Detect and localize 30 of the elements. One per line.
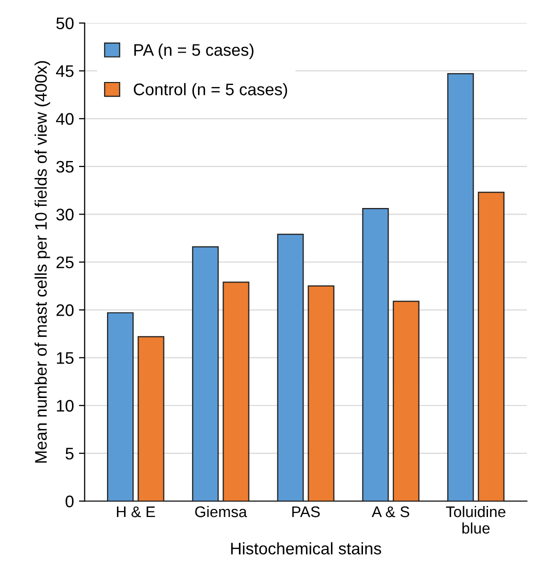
bar (192, 246, 219, 502)
y-tick-label: 15 (56, 352, 74, 364)
x-tick-label: Toluidine blue (446, 506, 506, 534)
y-tick-label: 40 (56, 113, 74, 125)
y-tick-label: 50 (56, 17, 74, 30)
y-tick-label: 25 (56, 256, 74, 268)
y-tick-label: 45 (56, 65, 74, 78)
x-tick-label: Giemsa (195, 506, 248, 518)
x-tick-label: A & S (372, 506, 410, 518)
bar (447, 73, 474, 502)
bar (107, 312, 134, 502)
y-tick-label: 0 (66, 496, 74, 508)
bar (362, 208, 389, 502)
y-tick-label: 20 (56, 304, 74, 316)
bar (392, 300, 420, 502)
y-tick-label: 30 (56, 208, 74, 220)
bar (277, 234, 304, 502)
legend-label: Control (n = 5 cases) (134, 83, 288, 99)
y-tick-label: 5 (66, 448, 74, 460)
bar (222, 282, 250, 502)
x-tick-label: H & E (116, 506, 155, 518)
legend-label: PA (n = 5 cases) (134, 44, 254, 60)
x-tick-label: PAS (292, 506, 320, 518)
bar (308, 285, 334, 502)
bar (138, 336, 164, 502)
y-tick-label: 10 (56, 400, 74, 412)
y-axis-title: Mean number of mast cells per 10 fields of view (400x) (34, 61, 50, 463)
y-tick-label: 35 (56, 160, 74, 173)
x-axis-title: Histochemical stains (231, 542, 382, 554)
bar (478, 192, 504, 502)
